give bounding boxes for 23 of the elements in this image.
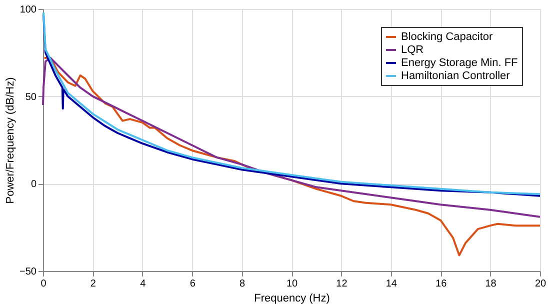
x-tick-label: 0 [40,278,47,290]
x-axis-title: Frequency (Hz) [254,292,330,304]
legend-label: LQR [401,44,424,56]
x-tick-label: 2 [90,278,96,290]
x-tick-label: 6 [190,278,196,290]
x-tick-label: 12 [336,278,348,290]
x-tick-label: 10 [286,278,298,290]
y-axis-title: Power/Frequency (dB/Hz) [4,77,17,204]
x-tick-label: 16 [436,278,448,290]
line-series [43,56,541,256]
y-tick-label: −50 [20,266,37,278]
y-tick-label: 50 [25,92,37,103]
x-tick-label: 18 [485,278,497,290]
x-tick-label: 8 [240,278,246,290]
line-series [42,56,541,218]
x-tick-label: 4 [140,278,146,290]
legend-label: Energy Storage Min. FF [401,57,518,69]
legend-label: Hamiltonian Controller [401,70,510,82]
x-tick-label: 14 [386,278,398,290]
y-tick-label: 100 [20,4,37,16]
y-tick-label: 0 [30,179,37,190]
x-tick-label: 20 [534,278,546,290]
legend-label: Blocking Capacitor [401,31,494,43]
